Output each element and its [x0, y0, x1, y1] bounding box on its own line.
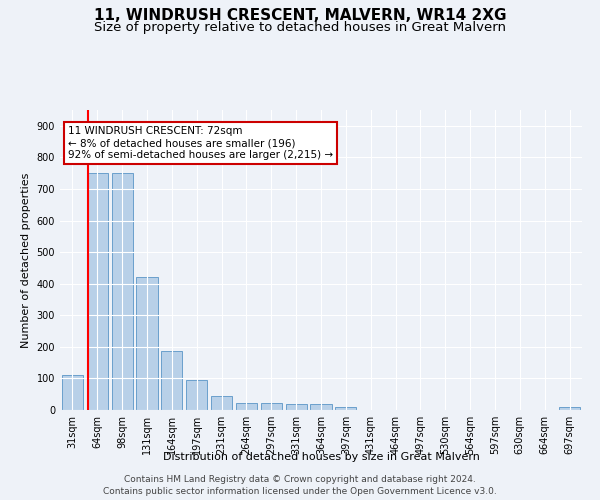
Bar	[261, 403, 282, 410]
Y-axis label: Number of detached properties: Number of detached properties	[21, 172, 31, 348]
Bar	[112, 173, 133, 410]
Bar	[161, 350, 182, 410]
Bar	[62, 376, 83, 410]
Text: 11 WINDRUSH CRESCENT: 72sqm
← 8% of detached houses are smaller (196)
92% of sem: 11 WINDRUSH CRESCENT: 72sqm ← 8% of deta…	[68, 126, 333, 160]
Bar	[286, 404, 307, 410]
Bar	[559, 408, 580, 410]
Text: Distribution of detached houses by size in Great Malvern: Distribution of detached houses by size …	[163, 452, 479, 462]
Bar	[211, 396, 232, 410]
Text: 11, WINDRUSH CRESCENT, MALVERN, WR14 2XG: 11, WINDRUSH CRESCENT, MALVERN, WR14 2XG	[94, 8, 506, 22]
Text: Size of property relative to detached houses in Great Malvern: Size of property relative to detached ho…	[94, 21, 506, 34]
Bar	[236, 403, 257, 410]
Bar	[136, 278, 158, 410]
Bar	[186, 380, 207, 410]
Bar	[335, 408, 356, 410]
Text: Contains public sector information licensed under the Open Government Licence v3: Contains public sector information licen…	[103, 486, 497, 496]
Text: Contains HM Land Registry data © Crown copyright and database right 2024.: Contains HM Land Registry data © Crown c…	[124, 474, 476, 484]
Bar	[87, 173, 108, 410]
Bar	[310, 404, 332, 410]
